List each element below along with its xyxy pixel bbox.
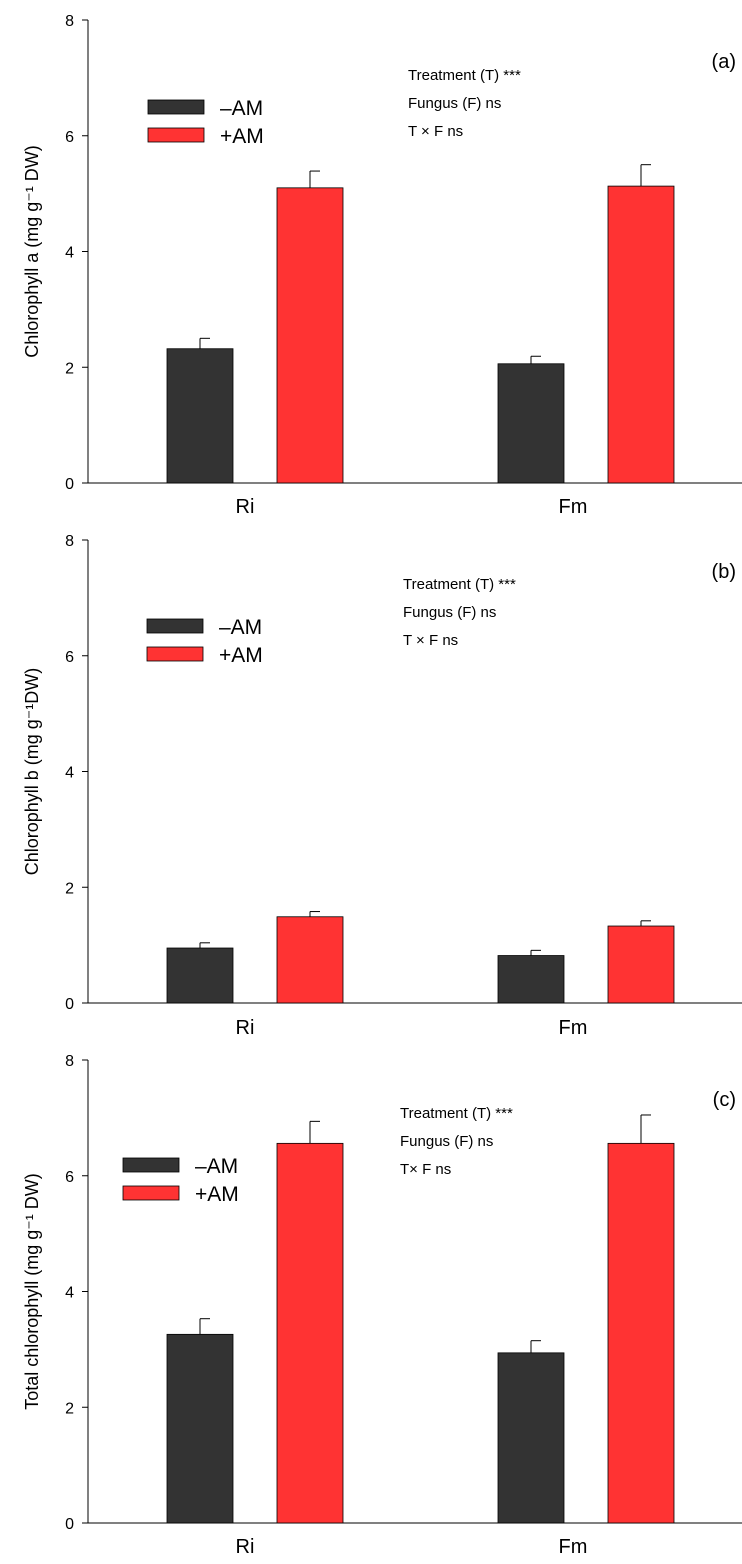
legend-label-plus-am: +AM — [195, 1183, 239, 1206]
y-tick-label: 8 — [65, 13, 74, 30]
stats-annotation: Treatment (T) *** — [400, 1105, 513, 1122]
y-tick-label: 6 — [65, 129, 74, 146]
y-tick-label: 8 — [65, 533, 74, 550]
bar-plus-am-fm — [607, 925, 675, 1004]
y-tick-label: 0 — [65, 476, 74, 493]
stats-annotation: Fungus (F) ns — [400, 1133, 493, 1150]
x-tick-label: Ri — [236, 1536, 255, 1558]
stats-annotation: T × F ns — [403, 632, 458, 649]
panel-label: (b) — [712, 561, 736, 583]
chart-panel-c: 0 2 4 6 8 Total chlorophyll (mg g⁻¹ DW) Ri Fm (c… — [22, 1053, 742, 1558]
y-tick-label: 0 — [65, 1516, 74, 1533]
y-tick-label: 0 — [65, 996, 74, 1013]
stats-annotation: T × F ns — [408, 123, 463, 140]
bar-minus-am-ri — [166, 348, 234, 484]
chart-panel-a: 0 2 4 6 8 Chlorophyll a (mg g⁻¹ DW) Ri Fm (a) Tre… — [22, 13, 742, 518]
y-tick-label: 8 — [65, 1053, 74, 1070]
stats-annotation: Treatment (T) *** — [408, 67, 521, 84]
bar-plus-am-ri — [276, 1142, 344, 1524]
x-tick-label: Fm — [559, 496, 588, 518]
legend-swatch-plus-am — [122, 1185, 180, 1201]
legend-swatch-plus-am — [147, 127, 205, 143]
legend-swatch-plus-am — [146, 646, 204, 662]
y-tick-label: 6 — [65, 649, 74, 666]
chart-panel-b: 0 2 4 6 8 Chlorophyll b (mg g⁻¹DW) Ri Fm (b) Trea… — [22, 533, 742, 1039]
legend-label-minus-am: –AM — [219, 616, 262, 639]
legend-swatch-minus-am — [146, 618, 204, 634]
bar-plus-am-ri — [276, 916, 344, 1004]
legend-label-minus-am: –AM — [195, 1155, 238, 1178]
stats-annotation: Treatment (T) *** — [403, 576, 516, 593]
x-tick-label: Fm — [559, 1536, 588, 1558]
bar-minus-am-fm — [497, 363, 565, 484]
y-tick-label: 4 — [65, 245, 74, 262]
legend-label-plus-am: +AM — [219, 644, 263, 667]
legend-label-minus-am: –AM — [220, 97, 263, 120]
bar-minus-am-ri — [166, 947, 234, 1004]
stats-annotation: Fungus (F) ns — [408, 95, 501, 112]
bar-plus-am-fm — [607, 1142, 675, 1524]
x-tick-label: Fm — [559, 1017, 588, 1039]
bar-minus-am-ri — [166, 1333, 234, 1524]
bar-plus-am-fm — [607, 185, 675, 484]
legend-label-plus-am: +AM — [220, 125, 264, 148]
y-axis-label: Chlorophyll b (mg g⁻¹DW) — [22, 668, 42, 876]
panel-label: (a) — [712, 51, 736, 73]
stats-annotation: T× F ns — [400, 1161, 451, 1178]
y-tick-label: 2 — [65, 360, 74, 377]
y-tick-label: 2 — [65, 880, 74, 897]
y-axis-label: Chlorophyll a (mg g⁻¹ DW) — [22, 145, 42, 358]
x-tick-label: Ri — [236, 496, 255, 518]
legend-swatch-minus-am — [122, 1157, 180, 1173]
y-axis-label: Total chlorophyll (mg g⁻¹ DW) — [22, 1173, 42, 1410]
bar-minus-am-fm — [497, 955, 565, 1004]
legend-swatch-minus-am — [147, 99, 205, 115]
bar-minus-am-fm — [497, 1352, 565, 1524]
bar-plus-am-ri — [276, 187, 344, 484]
x-tick-label: Ri — [236, 1017, 255, 1039]
y-tick-label: 6 — [65, 1169, 74, 1186]
y-tick-label: 4 — [65, 1285, 74, 1302]
panel-label: (c) — [713, 1089, 736, 1111]
y-tick-label: 2 — [65, 1400, 74, 1417]
y-tick-label: 4 — [65, 765, 74, 782]
stats-annotation: Fungus (F) ns — [403, 604, 496, 621]
